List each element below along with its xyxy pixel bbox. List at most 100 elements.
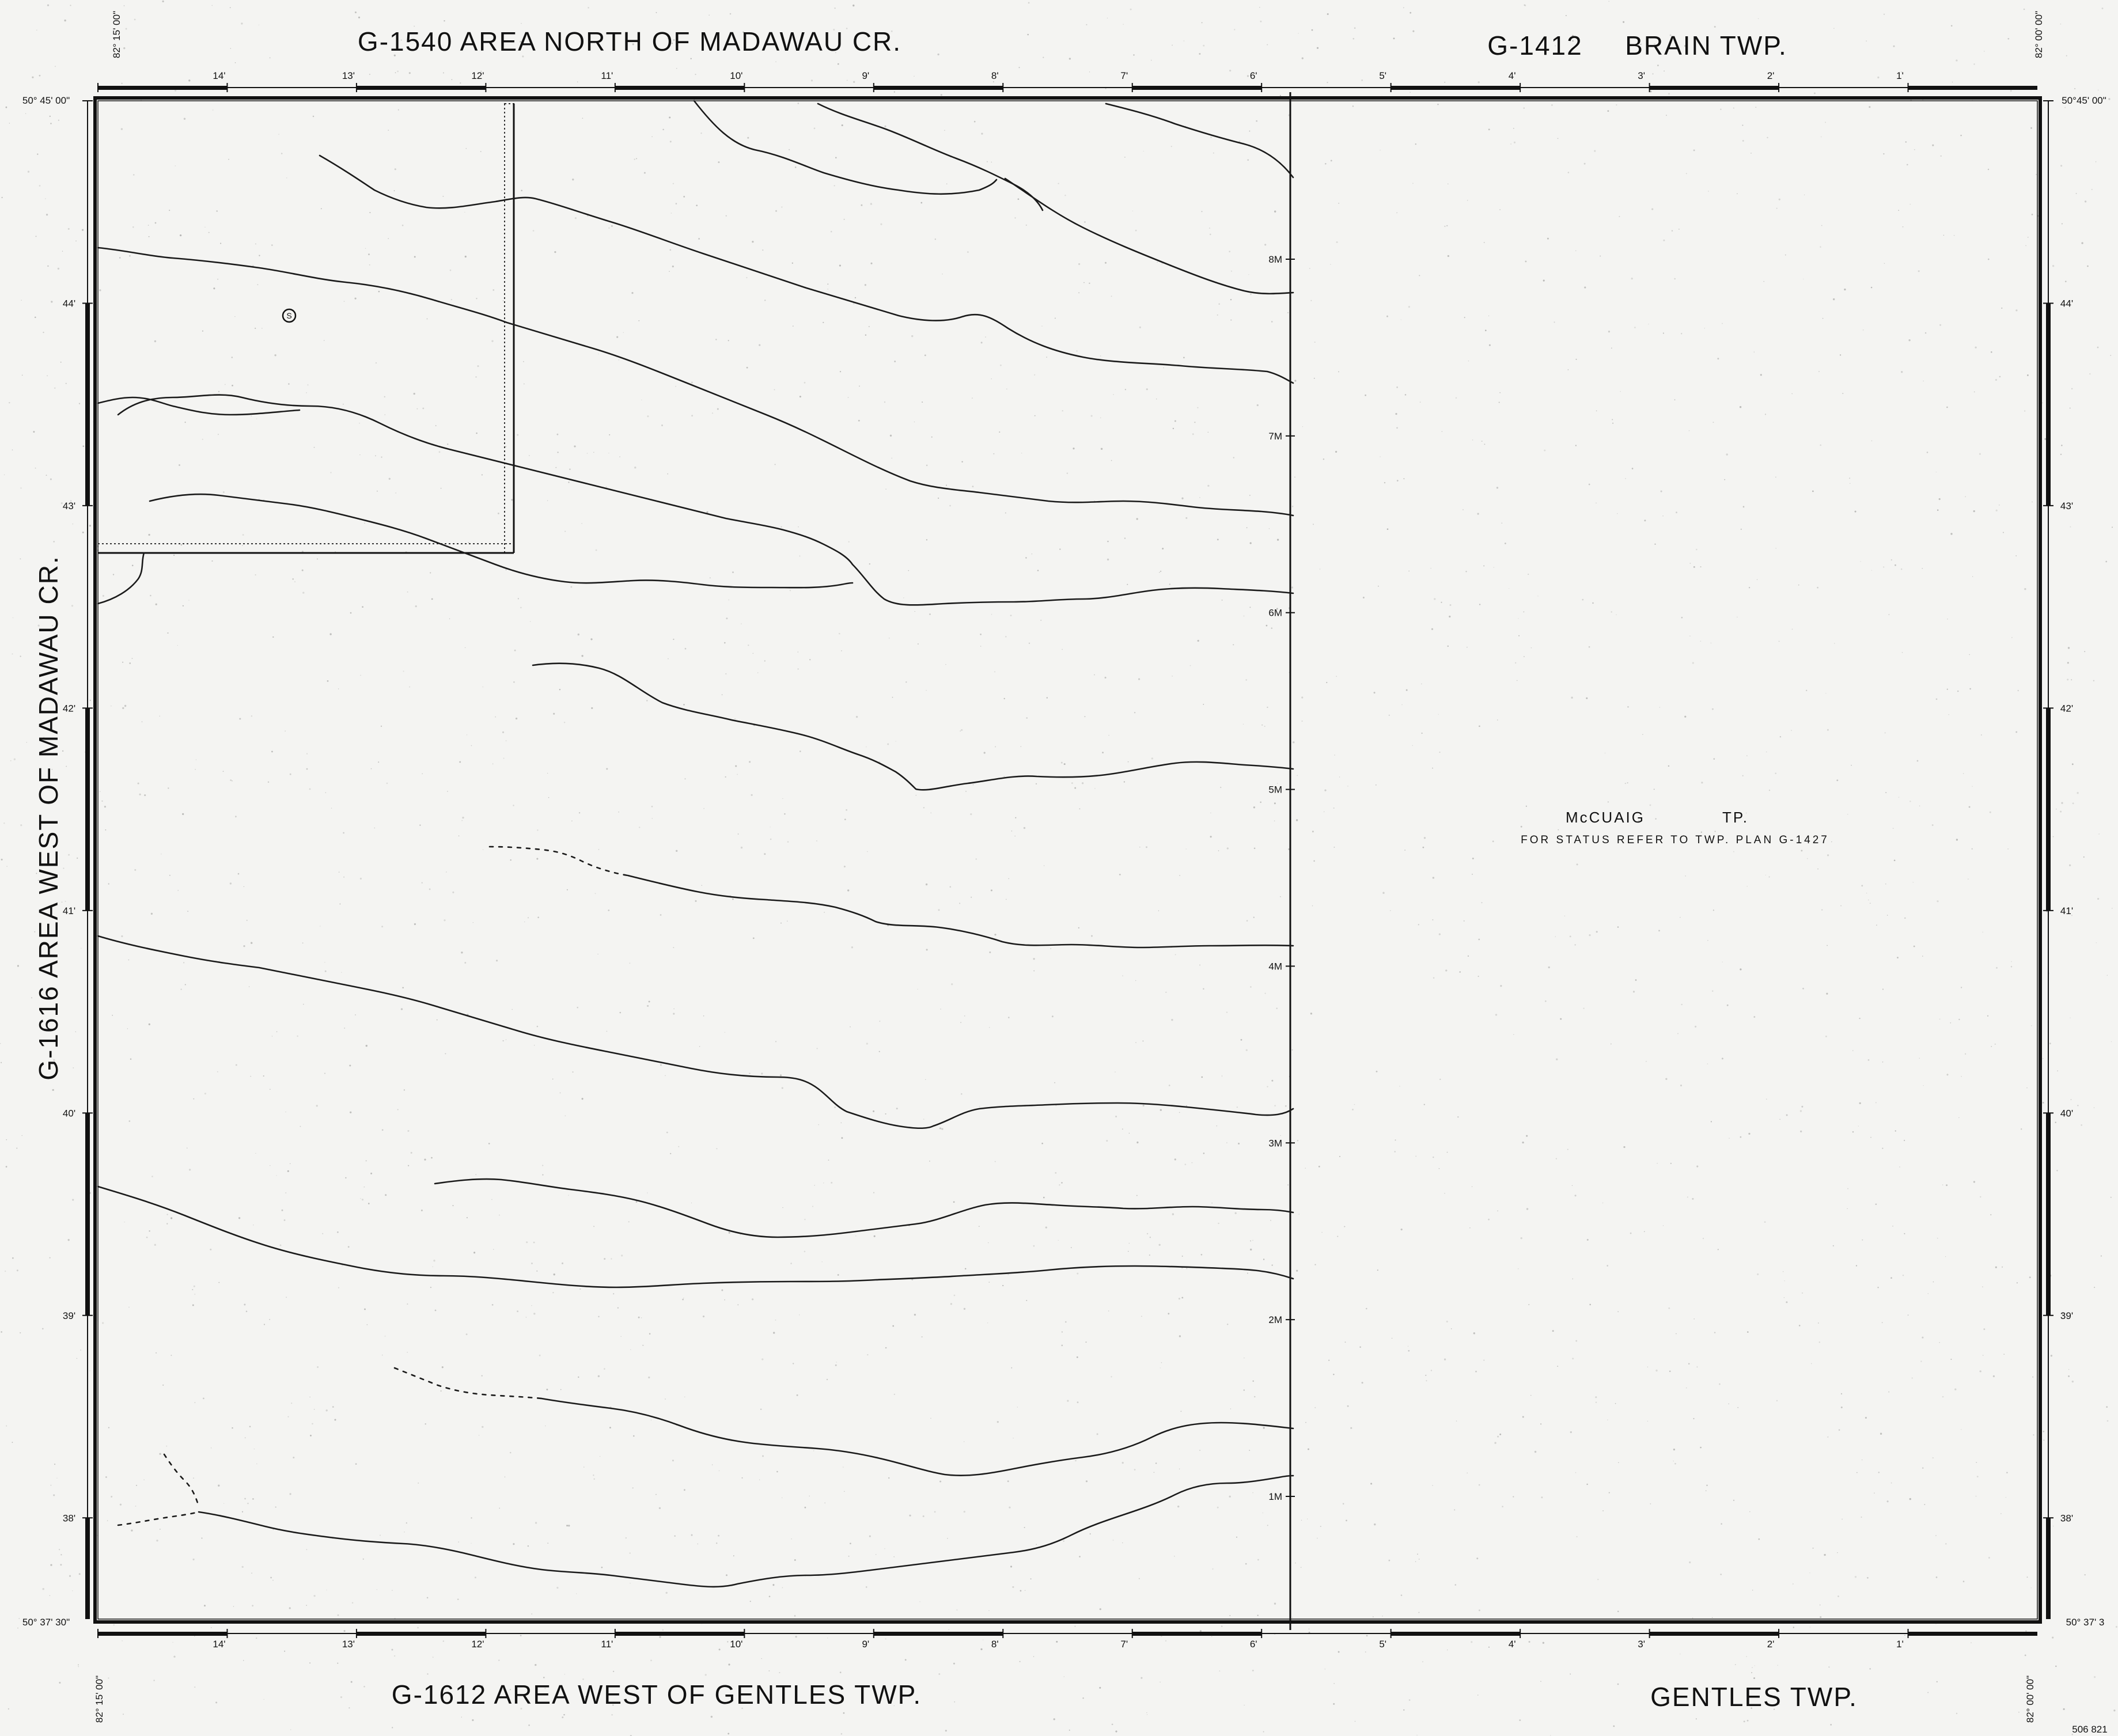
corner-bottom-left-longitude: 82° 15' 00" [94,1676,105,1723]
inner-frame [97,100,2038,1620]
bottom-longitude-scale: 14' 13' 12' 11' 10' 9' 8' 7' 6' 5' 4' 3' 2' 1' [97,1629,2037,1650]
stream-17 [117,1511,200,1526]
stream-12 [434,1178,1294,1238]
stream-15 [540,1397,1294,1476]
stream-20 [97,396,301,416]
township-status-note: FOR STATUS REFER TO TWP. PLAN G-1427 [1521,834,1829,846]
longitude-tick-label: 2' [1767,70,1775,81]
corner-bottom-left-latitude: 50° 37' 30" [22,1617,70,1628]
longitude-tick-label: 4' [1509,70,1516,81]
mile-marker-label: 5M [1268,784,1282,795]
longitude-tick-label: 3' [1638,1639,1645,1650]
latitude-tick-label: 44' [2060,298,2073,309]
title-top-right-code: G-1412 [1487,31,1582,60]
longitude-tick-label: 14' [213,70,225,81]
map-symbol-circle: S [282,308,297,323]
mile-marker-label: 7M [1268,431,1282,442]
stream-16 [163,1453,200,1507]
latitude-tick-label: 44' [63,298,75,309]
latitude-tick-label: 40' [63,1108,75,1119]
stream-11 [97,935,1294,1129]
longitude-tick-label: 7' [1120,1639,1128,1650]
longitude-tick-label: 2' [1767,1639,1775,1650]
title-top-left: G-1540 AREA NORTH OF MADAWAU CR. [358,26,901,56]
outer-frame [93,96,2042,1624]
mile-marker-label: 6M [1268,608,1282,619]
stream-3 [1004,177,1294,295]
stream-14 [393,1367,543,1400]
latitude-tick-label: 38' [2060,1513,2073,1523]
latitude-tick-label: 43' [63,501,75,511]
longitude-tick-label: 13' [342,1639,355,1650]
stream-13 [97,1185,1294,1288]
latitude-tick-label: 41' [2060,905,2073,916]
corner-bottom-right-longitude: 82° 00' 00" [2025,1676,2036,1723]
map-symbol-letter: S [286,311,291,320]
corner-top-right-latitude: 50°45' 00" [2062,95,2106,106]
longitude-tick-label: 10' [730,70,742,81]
stream-5 [97,247,1294,517]
corner-sheet-code: 506 821 [2072,1724,2107,1735]
latitude-tick-label: 41' [63,905,75,916]
longitude-tick-label: 1' [1896,70,1904,81]
title-bottom-right: GENTLES TWP. [1650,1682,1858,1712]
longitude-tick-label: 8' [991,1639,999,1650]
township-name: McCUAIG [1566,809,1645,826]
stream-19 [97,552,145,605]
stream-18 [198,1475,1294,1588]
mile-marker-label: 3M [1268,1138,1282,1149]
title-top-right-name: BRAIN TWP. [1625,31,1787,60]
mile-markers: 8M 7M 6M 5M 4M 3M 2M 1M [1268,254,1295,1502]
stream-10 [627,874,1294,949]
longitude-tick-label: 8' [991,70,999,81]
longitude-tick-label: 12' [471,1639,484,1650]
longitude-tick-label: 4' [1509,1639,1516,1650]
latitude-tick-label: 43' [2060,501,2073,511]
latitude-tick-label: 39' [2060,1310,2073,1321]
longitude-tick-label: 6' [1250,1639,1257,1650]
longitude-tick-label: 5' [1379,70,1386,81]
title-bottom-left: G-1612 AREA WEST OF GENTLES TWP. [392,1680,922,1710]
longitude-tick-label: 3' [1638,70,1645,81]
longitude-tick-label: 14' [213,1639,225,1650]
longitude-tick-label: 12' [471,70,484,81]
mile-marker-label: 8M [1268,254,1282,265]
corner-bottom-right-latitude: 50° 37' 3 [2066,1617,2105,1628]
latitude-tick-label: 42' [63,703,75,714]
township-suffix: TP. [1722,809,1749,826]
longitude-tick-label: 9' [862,1639,869,1650]
title-left-vertical: G-1616 AREA WEST OF MADAWAU CR. [33,555,63,1080]
stream-4 [319,154,1294,384]
corner-top-right-longitude: 82° 00' 00" [2033,11,2044,58]
corner-top-left-latitude: 50° 45' 00" [22,95,70,106]
top-longitude-scale: 14' 13' 12' 11' 10' 9' 8' 7' 6' 5' 4' 3' 2' 1' [97,70,2037,92]
left-latitude-scale: 44' 43' 42' 41' 40' 39' 38' [63,100,93,1619]
longitude-tick-label: 7' [1120,70,1128,81]
latitude-tick-label: 42' [2060,703,2073,714]
stream-8 [532,662,1294,791]
longitude-tick-label: 10' [730,1639,742,1650]
longitude-tick-label: 11' [601,70,613,81]
stream-1 [693,100,998,195]
longitude-tick-label: 11' [601,1639,613,1650]
inset-boundary [97,103,515,554]
corner-top-left-longitude: 82° 15' 00" [111,11,122,58]
mile-marker-label: 1M [1268,1491,1282,1502]
latitude-tick-label: 38' [63,1513,75,1523]
latitude-tick-label: 39' [63,1310,75,1321]
streams [97,100,1294,1588]
longitude-tick-label: 6' [1250,70,1257,81]
mile-marker-label: 4M [1268,961,1282,972]
stream-6 [117,394,1294,606]
stream-9 [488,846,629,877]
longitude-tick-label: 9' [862,70,869,81]
longitude-tick-label: 1' [1896,1639,1904,1650]
longitude-tick-label: 5' [1379,1639,1386,1650]
stream-2 [1105,103,1294,179]
latitude-tick-label: 40' [2060,1108,2073,1119]
mile-marker-label: 2M [1268,1314,1282,1325]
longitude-tick-label: 13' [342,70,355,81]
stream-7 [149,493,854,589]
